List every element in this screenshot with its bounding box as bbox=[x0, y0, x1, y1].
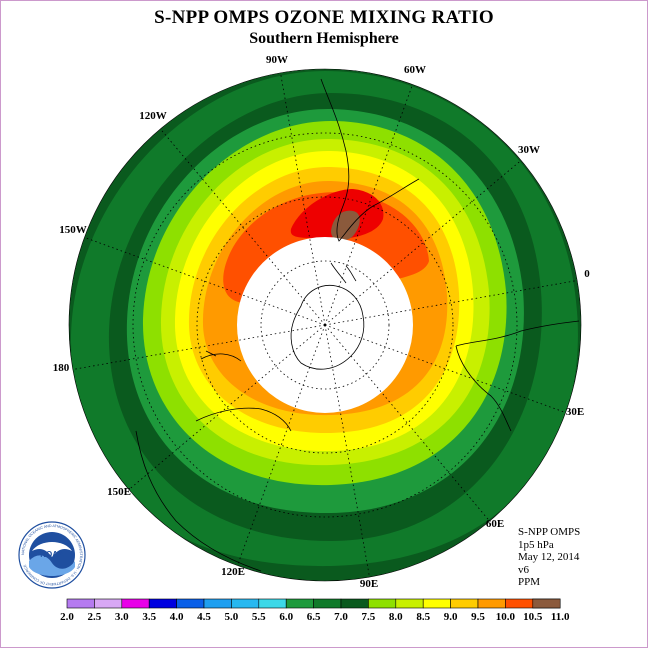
colorbar-label: 9.0 bbox=[444, 611, 458, 623]
colorbar-swatch bbox=[477, 598, 506, 609]
colorbar-swatch bbox=[450, 598, 479, 609]
info-date: May 12, 2014 bbox=[518, 551, 580, 563]
colorbar-swatch bbox=[121, 598, 150, 609]
colorbar-label: 6.0 bbox=[279, 611, 293, 623]
colorbar-swatch bbox=[231, 598, 260, 609]
longitude-label: 0 bbox=[584, 268, 590, 280]
pole-dot bbox=[323, 323, 327, 327]
colorbar: 2.0 2.5 3.0 3.5 4.0 4.5 5.0 5.5 6.0 6.5 7.0 7.5 8.0 8… bbox=[60, 598, 570, 623]
colorbar-label: 4.5 bbox=[197, 611, 211, 623]
colorbar-label: 8.5 bbox=[416, 611, 430, 623]
longitude-label: 90W bbox=[266, 54, 288, 66]
longitude-label: 30W bbox=[518, 144, 540, 156]
polar-map: 90W 60W 30W 0 30E 60E 90E 120E 150E 180 150W 120W bbox=[53, 54, 591, 590]
colorbar-swatch bbox=[340, 598, 369, 609]
colorbar-label: 5.5 bbox=[252, 611, 266, 623]
longitude-label: 120E bbox=[221, 566, 245, 578]
logo-name: NOAA bbox=[40, 550, 64, 559]
colorbar-label: 2.5 bbox=[88, 611, 102, 623]
longitude-label: 90E bbox=[360, 578, 378, 590]
longitude-labels: 90W 60W 30W 0 30E 60E 90E 120E 150E 180 150W 120W bbox=[53, 54, 591, 590]
longitude-label: 180 bbox=[53, 362, 70, 374]
longitude-label: 60W bbox=[404, 64, 426, 76]
colorbar-swatch bbox=[313, 598, 342, 609]
colorbar-label: 10.5 bbox=[523, 611, 543, 623]
colorbar-swatch bbox=[148, 598, 177, 609]
longitude-label: 150E bbox=[107, 486, 131, 498]
colorbar-swatch bbox=[532, 598, 561, 609]
colorbar-swatch bbox=[66, 598, 95, 609]
colorbar-swatch bbox=[94, 598, 123, 609]
longitude-label: 60E bbox=[486, 518, 504, 530]
contour-red bbox=[290, 189, 384, 240]
colorbar-label: 3.0 bbox=[115, 611, 129, 623]
colorbar-label: 7.0 bbox=[334, 611, 348, 623]
chart-title: S-NPP OMPS OZONE MIXING RATIO bbox=[154, 7, 494, 28]
colorbar-swatch bbox=[203, 598, 232, 609]
colorbar-swatch bbox=[505, 598, 534, 609]
colorbar-swatch bbox=[395, 598, 424, 609]
colorbar-label: 3.5 bbox=[142, 611, 156, 623]
colorbar-swatch bbox=[176, 598, 205, 609]
colorbar-label: 7.5 bbox=[362, 611, 376, 623]
colorbar-label: 2.0 bbox=[60, 611, 74, 623]
map-boundary bbox=[68, 68, 582, 582]
contour-brown bbox=[331, 210, 360, 241]
colorbar-label: 4.0 bbox=[170, 611, 184, 623]
colorbar-label: 11.0 bbox=[551, 611, 570, 623]
colorbar-swatch bbox=[285, 598, 314, 609]
colorbar-swatch bbox=[368, 598, 397, 609]
noaa-logo: NOAA NATIONAL OCEANIC AND ATMOSPHERIC AD… bbox=[18, 521, 86, 589]
info-version: v6 bbox=[518, 563, 529, 576]
ozone-field bbox=[69, 69, 581, 581]
colorbar-label: 6.5 bbox=[307, 611, 321, 623]
info-block: S-NPP OMPS 1p5 hPa May 12, 2014 v6 PPM bbox=[518, 526, 580, 589]
longitude-label: 150W bbox=[59, 224, 87, 236]
colorbar-label: 8.0 bbox=[389, 611, 403, 623]
info-units: PPM bbox=[518, 576, 541, 588]
graticule bbox=[72, 72, 578, 578]
info-satellite: S-NPP OMPS bbox=[518, 526, 581, 538]
longitude-label: 30E bbox=[566, 406, 584, 418]
colorbar-label: 10.0 bbox=[496, 611, 516, 623]
info-level: 1p5 hPa bbox=[518, 538, 554, 551]
colorbar-swatch bbox=[422, 598, 451, 609]
colorbar-label: 9.5 bbox=[471, 611, 485, 623]
chart-subtitle: Southern Hemisphere bbox=[249, 30, 399, 47]
colorbar-label: 5.0 bbox=[225, 611, 239, 623]
colorbar-swatch bbox=[258, 598, 287, 609]
longitude-label: 120W bbox=[139, 110, 167, 122]
coastlines bbox=[135, 78, 580, 572]
